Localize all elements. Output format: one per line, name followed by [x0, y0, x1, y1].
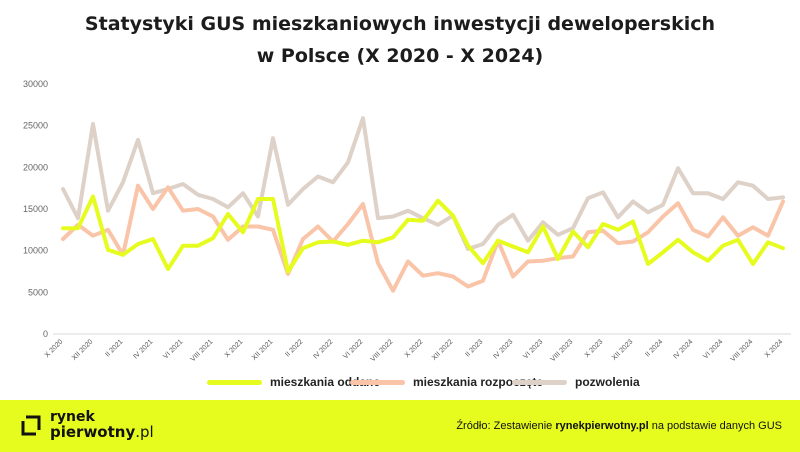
legend-label-oddane: mieszkania oddane — [270, 375, 381, 389]
y-tick-label: 0 — [43, 329, 48, 339]
source-note: Źródło: Zestawienie rynekpierwotny.pl na… — [456, 420, 782, 432]
legend-label-rozpoczete: mieszkania rozpoczęte — [413, 375, 544, 389]
chart-title-line2: w Polsce (X 2020 - X 2024) — [256, 45, 544, 67]
source-suffix: na podstawie danych GUS — [648, 420, 782, 432]
logo-line2-light: .pl — [135, 423, 154, 441]
y-tick-label: 25000 — [23, 121, 48, 131]
x-tick-label: XII 2021 — [251, 338, 274, 361]
footer-bar: rynek pierwotny.pl Źródło: Zestawienie r… — [0, 400, 800, 452]
legend-label-pozwolenia: pozwolenia — [575, 375, 640, 389]
legend-swatch-rozpoczete — [350, 379, 405, 385]
logo-icon — [21, 415, 41, 436]
logo-line1: rynek — [50, 409, 95, 425]
y-tick-label: 20000 — [23, 162, 48, 172]
legend-item-oddane: mieszkania oddane — [207, 375, 380, 389]
x-tick-label: XII 2022 — [431, 338, 454, 361]
logo-text: rynek pierwotny.pl — [50, 410, 154, 440]
y-tick-label: 15000 — [23, 204, 48, 214]
x-tick-label: XII 2020 — [71, 338, 94, 361]
x-tick-label: IV 2024 — [672, 338, 694, 360]
x-tick-label: VI 2023 — [522, 338, 544, 360]
x-tick-label: VIII 2022 — [370, 338, 395, 363]
x-tick-label: X 2023 — [584, 338, 605, 359]
series-line-rozpoczete — [61, 183, 785, 293]
series-line-pozwolenia — [61, 116, 785, 251]
chart-title: Statystyki GUS mieszkaniowych inwestycji… — [0, 8, 800, 72]
legend-item-rozpoczete: mieszkania rozpoczęte — [350, 375, 543, 389]
source-brand: rynekpierwotny.pl — [555, 420, 649, 432]
x-tick-label: VI 2021 — [162, 338, 184, 360]
legend-item-pozwolenia: pozwolenia — [512, 375, 640, 389]
x-tick-label: II 2022 — [284, 338, 304, 358]
x-tick-label: X 2024 — [764, 338, 785, 359]
x-tick-label: X 2022 — [404, 338, 425, 359]
x-tick-label: II 2021 — [104, 338, 124, 358]
series-line-oddane — [61, 194, 785, 274]
brand-logo[interactable]: rynek pierwotny.pl — [20, 410, 154, 440]
x-tick-label: VIII 2024 — [730, 338, 755, 363]
x-tick-label: IV 2023 — [492, 338, 514, 360]
legend-swatch-pozwolenia — [512, 379, 567, 385]
x-tick-label: IV 2022 — [312, 338, 334, 360]
x-tick-label: VI 2024 — [702, 338, 724, 360]
x-tick-label: X 2020 — [44, 338, 65, 359]
legend-swatch-oddane — [207, 379, 262, 385]
source-prefix: Źródło: Zestawienie — [456, 420, 556, 432]
x-tick-label: XII 2023 — [611, 338, 634, 361]
x-tick-label: II 2024 — [644, 338, 664, 358]
line-chart: 0 5000 10000 15000 20000 25000 30000 X 2020 XII … — [23, 79, 791, 363]
y-tick-label: 5000 — [28, 287, 48, 297]
logo-line2: pierwotny.pl — [50, 425, 154, 440]
x-tick-label: VIII 2021 — [190, 338, 215, 363]
chart-title-line1: Statystyki GUS mieszkaniowych inwestycji… — [84, 13, 716, 35]
logo-line2-bold: pierwotny — [50, 423, 136, 441]
x-tick-label: X 2021 — [224, 338, 245, 359]
y-tick-label: 10000 — [23, 246, 48, 256]
y-tick-label: 30000 — [23, 79, 48, 89]
x-tick-label: II 2023 — [464, 338, 484, 358]
x-tick-label: VI 2022 — [342, 338, 364, 360]
x-tick-label: IV 2021 — [132, 338, 154, 360]
chart-legend: mieszkania oddane mieszkania rozpoczęte … — [0, 375, 800, 395]
x-tick-label: VIII 2023 — [550, 338, 575, 363]
